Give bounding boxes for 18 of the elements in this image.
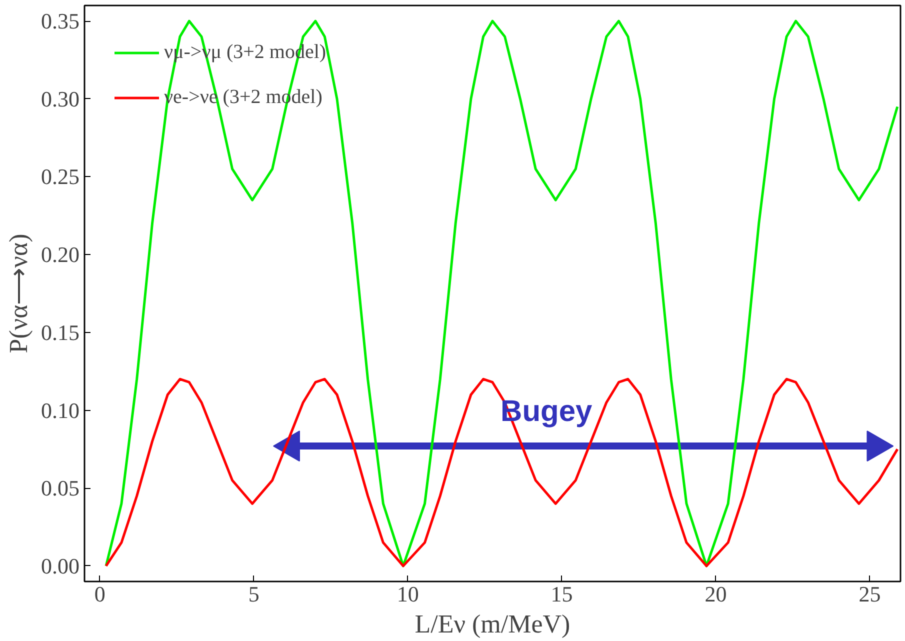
y-tick-label: 0.10 — [41, 398, 80, 423]
x-tick-label: 15 — [550, 582, 573, 606]
y-tick-label: 0.25 — [41, 164, 80, 190]
x-tick-label: 0 — [94, 582, 106, 606]
x-tick-label: 5 — [248, 582, 260, 606]
line-series — [104, 378, 899, 568]
y-tick-label: 0.00 — [41, 553, 80, 578]
y-tick-label: 0.35 — [41, 8, 80, 34]
x-tick-label: 25 — [858, 582, 881, 606]
y-tick-label: 0.05 — [41, 476, 80, 501]
y-tick-label: 0.15 — [41, 320, 80, 345]
y-tick-label: 0.20 — [41, 242, 80, 268]
x-tick-label: 10 — [396, 582, 419, 606]
x-tick-label: 20 — [704, 582, 727, 606]
y-tick-label: 0.30 — [41, 86, 80, 112]
x-axis-title: L/Eν (m/MeV) — [414, 610, 570, 638]
line-series — [104, 20, 899, 568]
y-axis-title: P(να⟶να) — [4, 234, 33, 354]
